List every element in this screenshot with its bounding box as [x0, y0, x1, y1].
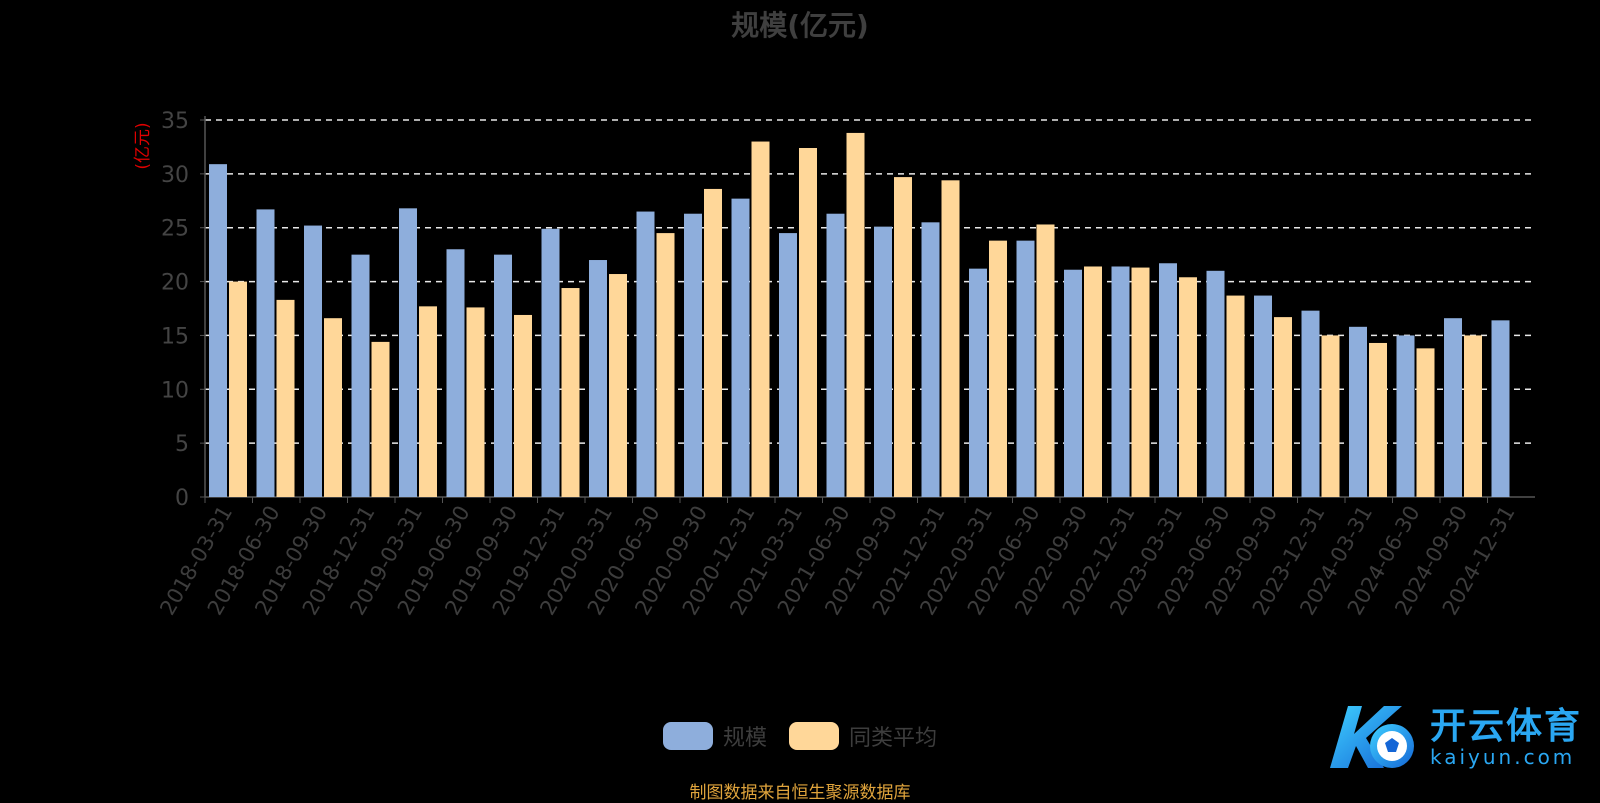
bar-scale	[446, 249, 465, 497]
bar-peer-average	[276, 299, 295, 497]
bar-peer-average	[609, 274, 627, 497]
bar-peer-average	[846, 132, 865, 497]
bar-scale	[921, 222, 940, 498]
bar-chart: 05101520253035(亿元)2018-03-312018-06-3020…	[133, 109, 1535, 619]
bar-scale	[1254, 295, 1272, 497]
soccer-ball-logo-icon	[1329, 706, 1414, 768]
bar-peer-average	[324, 318, 342, 497]
y-tick-label: 25	[161, 217, 189, 242]
bar-peer-average	[419, 306, 437, 497]
watermark-text-en: kaiyun.com	[1429, 745, 1576, 769]
legend-item-scale[interactable]: 规模	[662, 720, 767, 752]
legend-swatch-peer-average	[789, 722, 839, 750]
watermark-logo: 开云体育 kaiyun.com	[1322, 698, 1582, 778]
bar-scale	[1396, 335, 1415, 497]
bar-scale	[351, 254, 370, 497]
bar-peer-average	[941, 180, 960, 497]
bar-peer-average	[1464, 335, 1482, 497]
bar-scale	[399, 208, 417, 497]
y-tick-label: 10	[161, 378, 189, 403]
bar-scale	[1206, 270, 1225, 497]
y-tick-label: 30	[161, 163, 189, 188]
bar-peer-average	[656, 233, 675, 497]
y-tick-label: 35	[161, 109, 189, 134]
bar-scale	[1349, 326, 1367, 497]
y-tick-label: 0	[175, 486, 189, 511]
bar-scale	[304, 225, 322, 497]
bar-peer-average	[751, 141, 770, 498]
bar-peer-average	[371, 341, 390, 497]
y-tick-label: 5	[175, 432, 189, 457]
bar-scale	[1111, 266, 1130, 497]
bar-peer-average	[1274, 317, 1292, 497]
bar-peer-average	[514, 314, 532, 497]
bar-scale	[1491, 320, 1510, 497]
bar-scale	[1016, 240, 1035, 497]
y-axis-label: (亿元)	[133, 122, 153, 169]
bar-scale	[541, 228, 560, 497]
bar-peer-average	[1179, 277, 1197, 497]
legend: 规模 同类平均	[0, 720, 1600, 752]
bar-peer-average	[1131, 267, 1150, 497]
bar-scale	[636, 211, 655, 498]
bar-peer-average	[1321, 335, 1340, 497]
bar-peer-average	[1416, 348, 1435, 497]
bar-peer-average	[229, 281, 247, 497]
legend-swatch-scale	[662, 722, 713, 750]
bar-peer-average	[1036, 224, 1055, 498]
bar-peer-average	[466, 307, 485, 497]
bar-peer-average	[989, 240, 1007, 497]
bar-scale	[731, 198, 750, 498]
bar-scale	[874, 226, 892, 497]
bar-peer-average	[561, 288, 580, 497]
bar-peer-average	[1084, 266, 1102, 497]
bar-scale	[826, 213, 845, 497]
bar-scale	[1444, 318, 1462, 497]
bar-scale	[969, 268, 987, 497]
bar-peer-average	[704, 188, 722, 498]
bar-scale	[209, 164, 227, 498]
bar-peer-average	[1226, 295, 1245, 497]
legend-item-peer-average[interactable]: 同类平均	[789, 720, 937, 752]
y-tick-label: 20	[161, 271, 189, 296]
y-tick-label: 15	[161, 324, 189, 349]
source-note: 制图数据来自恒生聚源数据库	[689, 783, 911, 803]
bar-scale	[1301, 310, 1320, 497]
bar-peer-average	[799, 148, 817, 497]
bar-scale	[256, 209, 275, 497]
bar-scale	[684, 213, 702, 497]
bar-scale	[1064, 269, 1082, 497]
bar-peer-average	[894, 177, 912, 498]
bar-scale	[779, 233, 797, 497]
bar-scale	[589, 260, 607, 497]
bar-scale	[1159, 263, 1177, 497]
bar-scale	[494, 254, 512, 497]
legend-label-peer-average: 同类平均	[849, 726, 938, 751]
bar-peer-average	[1369, 342, 1387, 497]
legend-label-scale: 规模	[722, 726, 767, 751]
chart-title: 规模(亿元)	[731, 9, 869, 42]
watermark-text-cn: 开云体育	[1429, 706, 1582, 747]
